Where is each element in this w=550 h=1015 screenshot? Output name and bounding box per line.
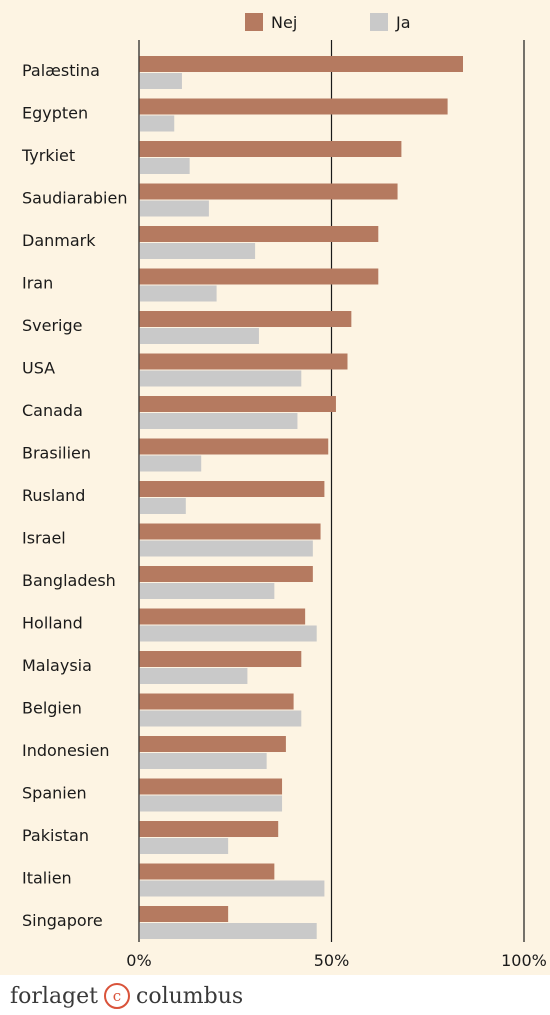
bar-ja-18 xyxy=(139,838,229,854)
bar-ja-3 xyxy=(139,200,209,217)
bar-ja-4 xyxy=(139,243,256,259)
category-label: Brasilien xyxy=(22,444,91,463)
bar-ja-13 xyxy=(139,625,317,642)
publisher-logo: forlaget c columbus xyxy=(10,983,243,1009)
category-label: Indonesien xyxy=(22,741,110,760)
bar-nej-13 xyxy=(139,608,306,625)
category-label: Egypten xyxy=(22,104,88,123)
bar-ja-15 xyxy=(139,710,302,727)
legend-label: Ja xyxy=(395,13,411,32)
category-label: Canada xyxy=(22,401,83,420)
bar-nej-17 xyxy=(139,778,283,795)
bar-nej-16 xyxy=(139,736,286,752)
legend-label: Nej xyxy=(271,13,297,32)
footer: forlaget c columbus xyxy=(0,975,550,1015)
bar-ja-2 xyxy=(139,158,190,174)
bar-ja-9 xyxy=(139,455,202,472)
bar-ja-12 xyxy=(139,583,275,599)
bar-nej-1 xyxy=(139,98,448,115)
category-label: Sverige xyxy=(22,316,83,335)
bar-ja-10 xyxy=(139,498,186,514)
bar-nej-12 xyxy=(139,566,313,582)
category-label: Saudiarabien xyxy=(22,189,127,208)
bar-nej-5 xyxy=(139,268,379,285)
x-tick-label: 0% xyxy=(126,951,151,970)
bar-ja-0 xyxy=(139,73,182,89)
bar-nej-19 xyxy=(139,863,275,880)
bar-nej-8 xyxy=(139,396,336,412)
bar-nej-15 xyxy=(139,693,294,710)
bar-nej-9 xyxy=(139,438,329,455)
chart-area: Palæstina Egypten Tyrkiet Saudiarabien Danma… xyxy=(0,0,550,975)
publisher-name-left: forlaget xyxy=(10,983,98,1009)
legend-swatch-ja xyxy=(370,13,388,31)
bar-nej-11 xyxy=(139,523,321,540)
bar-chart: Palæstina Egypten Tyrkiet Saudiarabien Danma… xyxy=(21,13,547,970)
copyright-icon: c xyxy=(104,983,130,1009)
category-label: Belgien xyxy=(22,699,82,718)
bar-ja-14 xyxy=(139,668,248,684)
bar-ja-20 xyxy=(139,923,317,939)
publisher-name-right: columbus xyxy=(136,983,244,1009)
bar-nej-4 xyxy=(139,226,379,242)
bar-ja-19 xyxy=(139,880,325,897)
bar-ja-16 xyxy=(139,753,267,769)
bar-nej-10 xyxy=(139,481,325,497)
bar-ja-17 xyxy=(139,795,283,812)
bar-ja-5 xyxy=(139,285,217,302)
legend-swatch-nej xyxy=(245,13,263,31)
category-label: Singapore xyxy=(22,911,103,930)
bar-nej-0 xyxy=(139,56,463,72)
category-label: Rusland xyxy=(22,486,85,505)
bar-nej-2 xyxy=(139,141,402,157)
category-label: Danmark xyxy=(22,231,96,250)
bar-ja-7 xyxy=(139,370,302,387)
bar-ja-8 xyxy=(139,413,298,429)
category-label: Spanien xyxy=(22,784,87,803)
bar-nej-6 xyxy=(139,311,352,327)
category-label: Pakistan xyxy=(22,826,89,845)
x-tick-label: 100% xyxy=(501,951,547,970)
category-label: Palæstina xyxy=(22,61,100,80)
bar-nej-20 xyxy=(139,906,229,922)
bar-ja-6 xyxy=(139,328,259,344)
category-label: Israel xyxy=(22,529,66,548)
category-label: Tyrkiet xyxy=(21,146,75,165)
x-tick-label: 50% xyxy=(314,951,350,970)
category-label: Iran xyxy=(22,274,53,293)
category-label: Holland xyxy=(22,614,83,633)
bar-nej-7 xyxy=(139,353,348,370)
bar-nej-18 xyxy=(139,821,279,837)
category-label: Bangladesh xyxy=(22,571,116,590)
category-label: Italien xyxy=(22,869,72,888)
bar-nej-14 xyxy=(139,651,302,667)
category-label: USA xyxy=(22,359,55,378)
bar-nej-3 xyxy=(139,183,398,200)
bar-ja-1 xyxy=(139,115,175,132)
category-label: Malaysia xyxy=(22,656,92,675)
bar-ja-11 xyxy=(139,540,313,557)
